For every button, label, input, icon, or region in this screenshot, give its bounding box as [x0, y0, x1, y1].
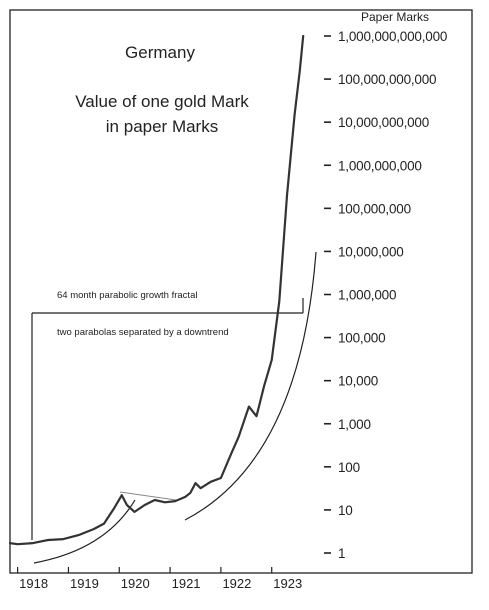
- y-tick-label: 10,000,000: [338, 244, 404, 259]
- y-tick-label: 1,000,000,000: [338, 158, 422, 173]
- chart-title-line-2: Value of one gold Mark: [75, 92, 249, 111]
- x-tick-label: 1921: [172, 576, 201, 591]
- y-tick-label: 1: [338, 546, 345, 561]
- parabola-guide-2: [184, 251, 317, 521]
- annotation-fractal-label: 64 month parabolic growth fractal: [57, 290, 197, 301]
- plot-frame: [9, 9, 473, 574]
- y-tick-label: 10,000: [338, 374, 378, 389]
- series-layer: [8, 34, 305, 546]
- y-axis-label: Paper Marks: [361, 10, 429, 24]
- y-tick-label: 1,000,000,000,000: [338, 29, 447, 44]
- x-tick-label: 1919: [70, 576, 99, 591]
- y-tick-label: 100: [338, 460, 360, 475]
- series-line-0: [8, 34, 305, 546]
- y-axis-ticks: 1 10 100 1,000 10,000 100,000 1,000,000 10,000,…: [324, 29, 447, 561]
- annotation-parabolas-label: two parabolas separated by a downtrend: [57, 327, 229, 338]
- downtrend-guide: [119, 491, 177, 501]
- x-axis-ticks: 1918 1919 1920 1921 1922 1923: [17, 567, 302, 591]
- chart-title-line-3: in paper Marks: [106, 117, 218, 136]
- y-tick-label: 10,000,000,000: [338, 115, 429, 130]
- y-tick-label: 100,000,000: [338, 201, 411, 216]
- y-tick-label: 100,000: [338, 331, 385, 346]
- parabola-guide-1: [33, 499, 136, 564]
- y-tick-label: 1,000: [338, 417, 371, 432]
- y-tick-label: 10: [338, 503, 353, 518]
- x-tick-label: 1923: [273, 576, 302, 591]
- x-tick-label: 1920: [121, 576, 150, 591]
- x-tick-label: 1922: [222, 576, 251, 591]
- chart-title-line-1: Germany: [125, 43, 195, 62]
- y-tick-label: 1,000,000: [338, 288, 396, 303]
- x-tick-label: 1918: [19, 576, 48, 591]
- y-tick-label: 100,000,000,000: [338, 72, 436, 87]
